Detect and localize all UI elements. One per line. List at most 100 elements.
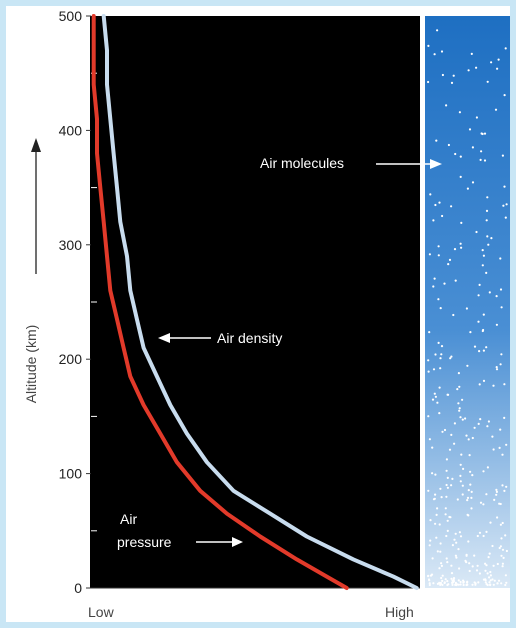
air-molecule-dot xyxy=(428,582,431,585)
air-molecule-dot xyxy=(477,581,480,584)
air-molecule-dot xyxy=(454,532,457,535)
air-molecule-dot xyxy=(438,567,441,570)
air-molecule-dot xyxy=(440,50,444,53)
air-molecule-dot xyxy=(499,502,502,506)
air-molecule-dot xyxy=(483,132,487,135)
air-molecule-dot xyxy=(464,417,467,420)
air-molecule-dot xyxy=(428,331,431,334)
air-molecule-dot xyxy=(485,271,488,274)
air-molecule-dot xyxy=(458,531,461,534)
air-molecule-dot xyxy=(441,579,444,583)
air-molecule-dot xyxy=(439,487,442,490)
air-molecule-dot xyxy=(436,29,439,32)
air-molecule-dot xyxy=(493,579,496,582)
altitude-chart: 0 100 200 300 400 500 Altitude (km) Low High Air … xyxy=(23,8,510,620)
air-molecule-dot xyxy=(429,574,433,577)
air-molecule-dot xyxy=(436,507,439,510)
air-molecule-dot xyxy=(465,307,468,310)
air-molecule-dot xyxy=(488,291,491,294)
air-molecule-dot xyxy=(505,443,508,446)
air-molecule-dot xyxy=(454,583,457,587)
air-molecule-dot xyxy=(469,470,472,473)
y-axis-label: Altitude (km) xyxy=(23,325,39,404)
air-molecule-dot xyxy=(451,579,454,582)
air-molecule-dot xyxy=(433,392,436,395)
air-molecule-dot xyxy=(455,556,458,559)
air-molecule-dot xyxy=(504,583,507,587)
air-molecule-dot xyxy=(458,567,461,570)
air-density-line xyxy=(101,14,419,590)
air-molecule-dot xyxy=(439,357,442,360)
air-molecule-dot xyxy=(440,564,443,568)
air-molecule-dot xyxy=(462,581,465,584)
air-molecule-dot xyxy=(485,346,488,349)
air-molecule-dot xyxy=(482,534,485,538)
air-molecule-dot xyxy=(492,448,495,451)
air-molecule-dot xyxy=(450,577,453,580)
air-molecule-dot xyxy=(475,569,479,572)
air-molecule-dot xyxy=(471,146,474,149)
air-molecule-dot xyxy=(432,368,436,371)
air-molecule-dot xyxy=(486,196,489,199)
air-molecule-dot xyxy=(495,493,498,496)
air-molecule-dot xyxy=(501,484,504,487)
air-molecule-dot xyxy=(434,473,437,476)
air-molecule-dot xyxy=(488,552,491,555)
air-molecule-dot xyxy=(433,277,436,280)
air-molecule-dot xyxy=(435,536,438,539)
air-molecule-dot xyxy=(484,581,487,584)
air-molecule-dot xyxy=(445,104,448,107)
air-molecule-dot xyxy=(505,581,508,584)
air-molecule-dot xyxy=(465,561,468,564)
air-molecule-dot xyxy=(487,420,490,423)
air-molecule-dot xyxy=(481,132,484,136)
air-molecule-dot xyxy=(436,550,439,553)
air-molecule-dot xyxy=(495,368,499,371)
air-molecule-dot xyxy=(467,438,470,441)
air-molecule-dot xyxy=(468,128,472,131)
air-molecule-dot xyxy=(457,548,460,551)
air-molecule-dot xyxy=(452,74,455,77)
air-molecule-dot xyxy=(474,582,477,585)
air-molecule-dot xyxy=(445,495,448,498)
air-molecule-dot xyxy=(450,484,453,487)
air-molecules-label: Air molecules xyxy=(260,155,344,171)
air-molecule-dot xyxy=(459,480,462,483)
air-molecule-dot xyxy=(427,489,430,492)
air-molecule-dot xyxy=(451,544,454,547)
air-density-label: Air density xyxy=(217,330,282,346)
air-molecule-dot xyxy=(499,428,502,431)
air-molecule-dot xyxy=(466,499,469,502)
air-molecule-dot xyxy=(499,288,503,291)
air-molecule-dot xyxy=(437,254,440,257)
plot-area xyxy=(91,16,420,588)
air-molecule-dot xyxy=(490,61,493,64)
air-molecule-dot xyxy=(470,496,473,499)
air-molecule-dot xyxy=(488,581,491,584)
air-molecule-dot xyxy=(440,353,443,356)
air-molecule-dot xyxy=(503,383,506,386)
air-molecule-dot xyxy=(467,540,470,543)
air-molecule-dot xyxy=(487,556,490,559)
air-molecule-dot xyxy=(501,453,504,456)
y-tick-label: 400 xyxy=(59,122,83,138)
air-molecule-dot xyxy=(466,496,470,499)
x-axis-low-label: Low xyxy=(88,604,115,620)
air-molecule-dot xyxy=(455,541,458,544)
air-molecule-dot xyxy=(486,235,489,238)
air-molecule-dot xyxy=(468,569,471,573)
air-molecule-dot xyxy=(450,205,453,208)
air-molecule-dot xyxy=(502,556,505,560)
air-molecule-dot xyxy=(437,341,440,344)
air-molecule-dot xyxy=(469,331,472,334)
air-molecule-dot xyxy=(459,535,463,538)
air-molecule-dot xyxy=(445,483,448,487)
air-molecule-dot xyxy=(473,554,476,557)
air-molecule-dot xyxy=(447,263,450,266)
air-molecule-dot xyxy=(475,230,478,234)
air-molecule-dot xyxy=(473,426,476,429)
air-molecule-dot xyxy=(428,438,431,441)
air-molecule-dot xyxy=(437,245,440,248)
air-molecule-dot xyxy=(485,564,488,567)
air-molecule-dot xyxy=(482,578,486,581)
